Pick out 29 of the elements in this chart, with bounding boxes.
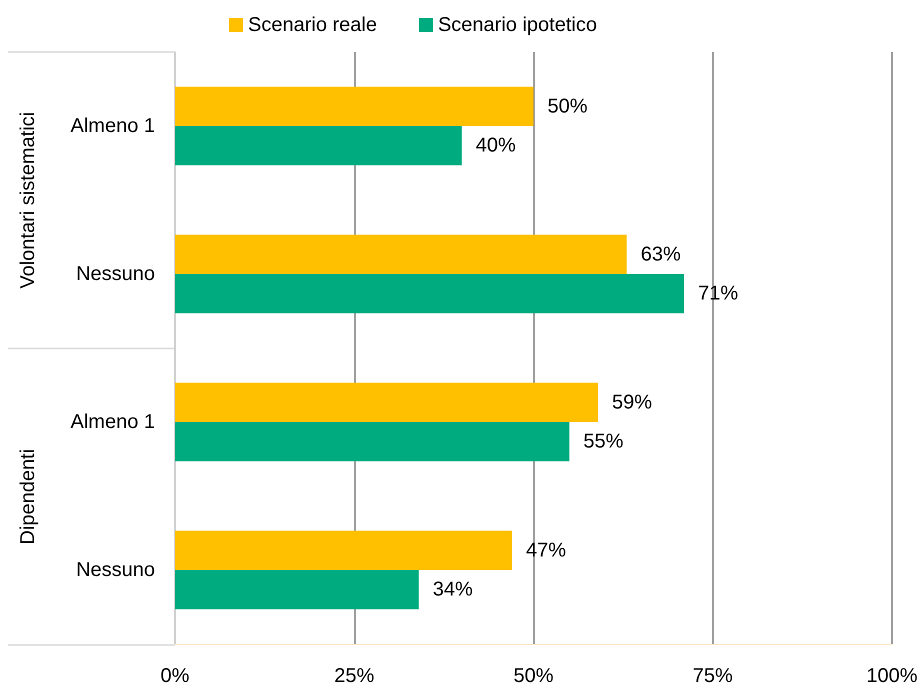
- data-label: 50%: [548, 95, 588, 118]
- bar: [175, 234, 627, 274]
- y-tick-label: Nessuno: [76, 559, 155, 581]
- x-tick-label: 50%: [513, 665, 554, 686]
- x-tick-label: 75%: [692, 665, 733, 686]
- bar: [175, 86, 534, 126]
- text: Dipendenti: [17, 448, 39, 545]
- bar: [175, 382, 598, 422]
- data-label: 40%: [476, 134, 516, 157]
- bar: [175, 126, 462, 166]
- data-label: 47%: [526, 539, 566, 562]
- data-label: 71%: [698, 282, 738, 305]
- bar: [175, 530, 512, 570]
- x-tick-label: 25%: [334, 665, 374, 686]
- text: Volontari sistematici: [17, 112, 39, 289]
- x-tick-label: 0%: [160, 665, 190, 686]
- legend-label: Scenario ipotetico: [438, 14, 597, 36]
- y-tick-label: Almeno 1: [70, 115, 155, 137]
- bar: [175, 570, 419, 610]
- y-tick-label: Almeno 1: [70, 411, 155, 433]
- data-label: 63%: [640, 243, 681, 266]
- legend-label: Scenario reale: [248, 14, 377, 36]
- bar: [175, 422, 570, 462]
- x-tick-label: 100%: [866, 665, 918, 686]
- data-label: 59%: [612, 391, 652, 414]
- data-label: 55%: [583, 430, 624, 453]
- data-label: 34%: [432, 578, 474, 601]
- y-tick-label: Nessuno: [76, 263, 155, 285]
- bar: [175, 274, 684, 314]
